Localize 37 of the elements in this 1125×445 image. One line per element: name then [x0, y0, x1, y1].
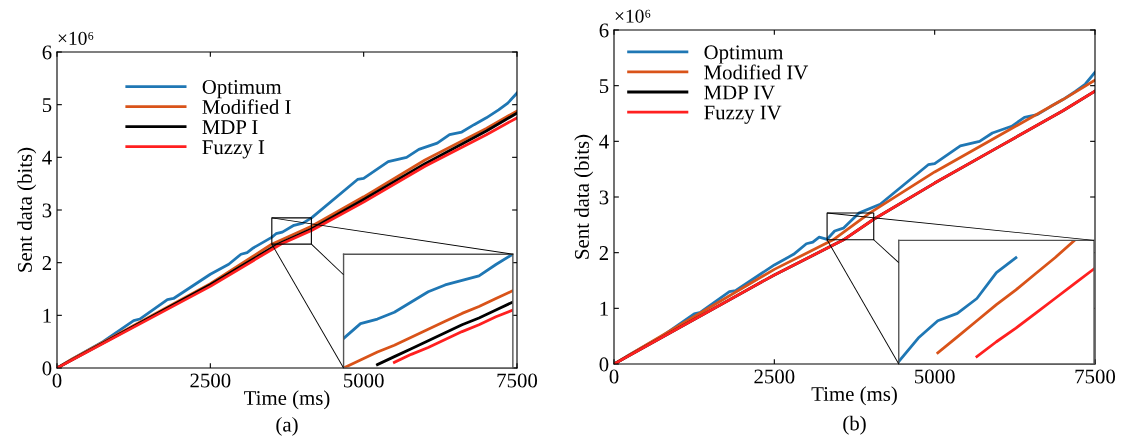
y-tick-label: 4: [42, 150, 52, 165]
x-tick-label: 7500: [1075, 369, 1116, 384]
y-tick-label: 6: [599, 23, 609, 38]
legend-label: Modified I: [202, 99, 291, 115]
y-tick-label: 2: [599, 246, 608, 260]
x-tick-label: 2500: [190, 373, 231, 388]
legend-label: Optimum: [704, 45, 784, 64]
y-axis-title: Sent data (bits): [17, 147, 37, 272]
x-tick-label: 0: [609, 369, 619, 384]
x-tick-label: 7500: [497, 373, 538, 388]
legend-label: Modified IV: [704, 64, 809, 80]
text: ×10⁶: [58, 31, 94, 45]
y-axis-title: Sent data (bits): [574, 134, 594, 259]
y-tick-label: 5: [42, 98, 52, 113]
text: ×10⁶: [615, 9, 651, 23]
x-tick-label: 2500: [754, 369, 795, 384]
x-tick-label: 5000: [915, 369, 955, 384]
x-tick-label: 0: [52, 373, 62, 388]
legend-label: Optimum: [202, 80, 282, 99]
legend-label: Fuzzy IV: [704, 105, 782, 124]
y-tick-label: 0: [599, 357, 609, 372]
y-tick-label: 1: [43, 308, 51, 323]
legend-label: MDP IV: [704, 85, 775, 100]
x-axis-title: Time (ms): [244, 390, 330, 410]
x-axis-title: Time (ms): [811, 386, 897, 406]
text: (a): [276, 416, 298, 436]
y-tick-label: 5: [599, 79, 609, 94]
y-tick-label: 2: [42, 256, 51, 270]
legend-label: MDP I: [202, 120, 258, 134]
y-tick-label: 6: [42, 45, 52, 60]
text: (b): [843, 415, 866, 435]
y-tick-label: 3: [42, 203, 52, 218]
x-tick-label: 5000: [344, 373, 384, 388]
legend-label: Fuzzy I: [202, 140, 265, 159]
y-tick-label: 3: [599, 190, 609, 205]
y-tick-label: 4: [599, 134, 609, 149]
y-tick-label: 1: [600, 301, 608, 316]
